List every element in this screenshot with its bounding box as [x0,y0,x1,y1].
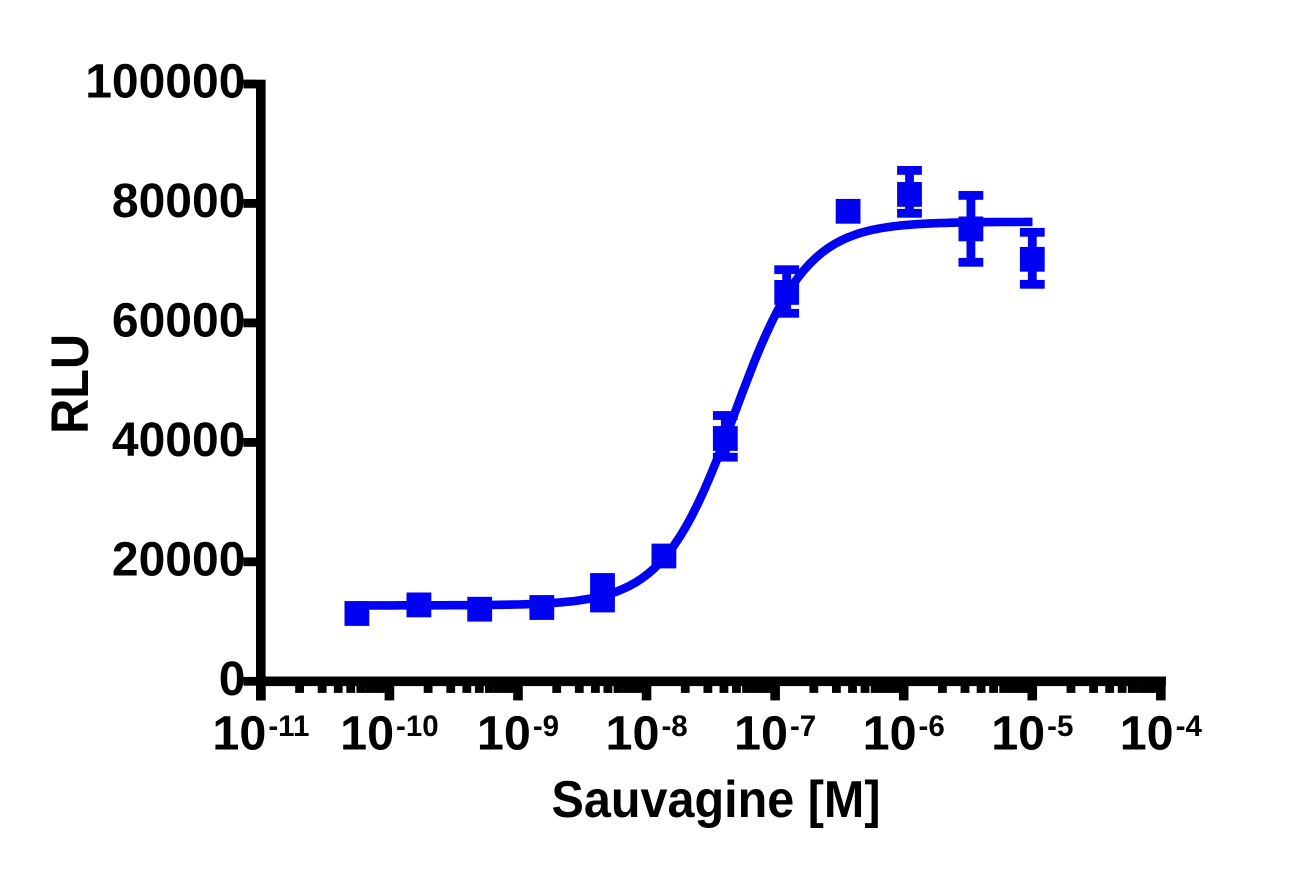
svg-text:10-10: 10-10 [340,707,439,761]
svg-text:10-4: 10-4 [1120,707,1203,761]
svg-text:20000: 20000 [112,534,245,587]
svg-text:10-9: 10-9 [477,707,559,761]
svg-text:RLU: RLU [41,334,100,434]
svg-text:Sauvagine [M]: Sauvagine [M] [552,771,881,829]
svg-text:10-6: 10-6 [863,707,945,761]
svg-text:0: 0 [219,653,246,706]
svg-text:10-5: 10-5 [991,707,1073,761]
svg-text:10-7: 10-7 [734,707,816,761]
svg-text:40000: 40000 [112,414,245,467]
svg-text:10-11: 10-11 [212,707,309,761]
svg-text:60000: 60000 [112,295,245,348]
svg-text:10-8: 10-8 [606,707,688,761]
svg-text:80000: 80000 [112,175,245,228]
svg-text:100000: 100000 [85,56,245,109]
